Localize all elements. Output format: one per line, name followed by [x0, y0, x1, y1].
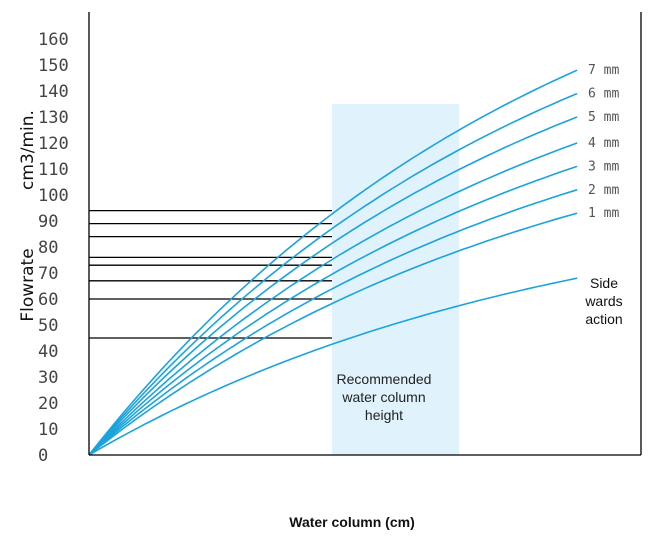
y-tick-labels: 0 10 20 30 40 50 60 70 80 90 100 110 120 130 140 150 160: [38, 30, 69, 466]
y-tick-label: 40: [38, 342, 58, 362]
curves: [88, 69, 578, 456]
y-axis-label: Flowrate: [18, 248, 38, 321]
series-line-0: [88, 69, 578, 456]
band-label-line-3: height: [365, 407, 403, 423]
x-axis-label: Water column (cm): [289, 514, 415, 530]
y-tick-label: 50: [38, 316, 58, 336]
y-tick-label: 20: [38, 394, 58, 414]
series-label: 1 mm: [588, 206, 619, 221]
series-label: 4 mm: [588, 136, 619, 151]
recommended-band-label: Recommended water column height: [337, 371, 432, 423]
recommended-band: [332, 104, 459, 455]
y-tick-label: 140: [38, 82, 69, 102]
side-label-line: action: [585, 311, 622, 327]
series-line-3: [88, 142, 578, 456]
y-tick-label: 80: [38, 238, 58, 258]
series-label: 5 mm: [588, 110, 619, 125]
y-tick-label: 110: [38, 160, 69, 180]
y-tick-label: 160: [38, 30, 69, 50]
y-axis-unit: cm3/min.: [18, 110, 38, 190]
series-line-6: [88, 212, 578, 456]
band-label-line-1: Recommended: [337, 371, 432, 387]
y-tick-label: 60: [38, 290, 58, 310]
series-line-7: [88, 277, 578, 456]
series-line-5: [88, 189, 578, 456]
y-tick-label: 120: [38, 134, 69, 154]
side-label-line: wards: [584, 293, 622, 309]
series-label: 6 mm: [588, 87, 619, 102]
series-label: 2 mm: [588, 183, 619, 198]
y-tick-label: 150: [38, 56, 69, 76]
side-label-line: Side: [590, 275, 618, 291]
series-label: 3 mm: [588, 159, 619, 174]
series-line-4: [88, 165, 578, 456]
y-tick-label: 90: [38, 212, 58, 232]
series-labels: 7 mm 6 mm 5 mm 4 mm 3 mm 2 mm 1 mm Side wards act…: [584, 63, 622, 327]
y-tick-label: 130: [38, 108, 69, 128]
band-label-line-2: water column: [341, 389, 425, 405]
series-label: 7 mm: [588, 63, 619, 78]
y-tick-label: 30: [38, 368, 58, 388]
y-tick-label: 0: [38, 446, 48, 466]
y-tick-label: 70: [38, 264, 58, 284]
series-line-2: [88, 116, 578, 456]
y-tick-label: 100: [38, 186, 69, 206]
series-line-1: [88, 92, 578, 456]
y-tick-label: 10: [38, 420, 58, 440]
